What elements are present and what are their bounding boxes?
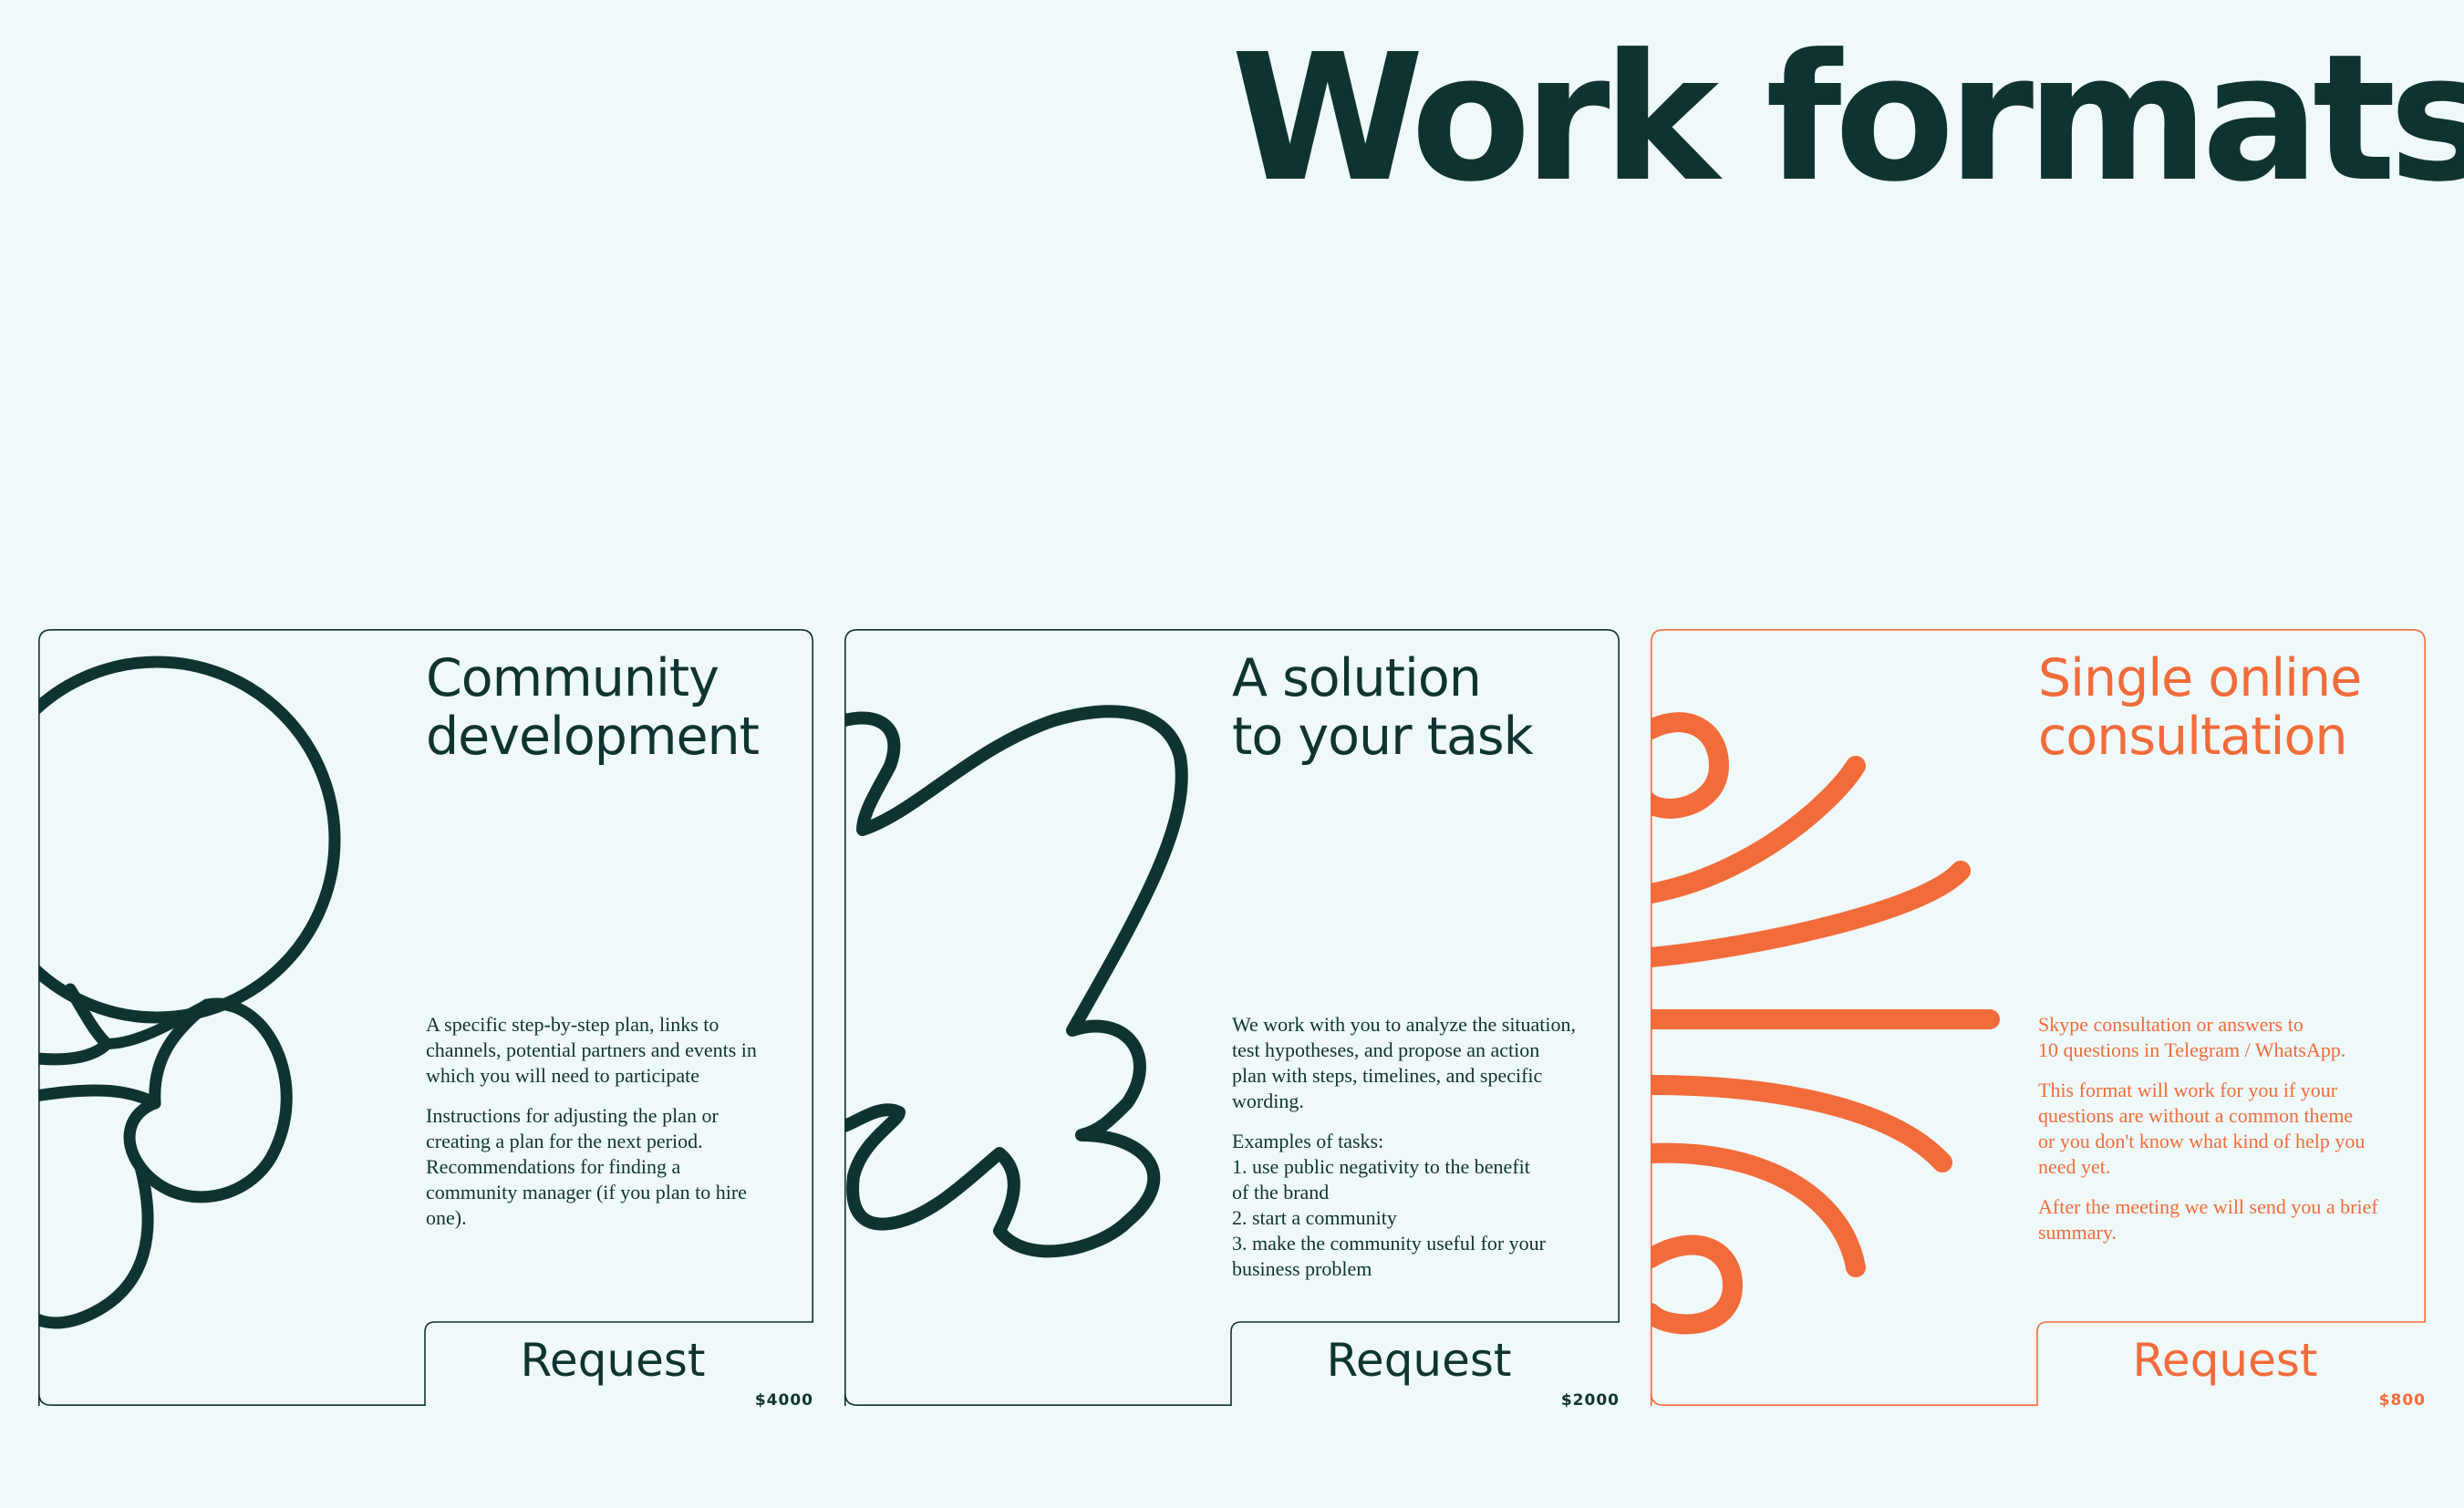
card-title: A solution to your task [1232,648,1534,767]
description-paragraph: A specific step-by-step plan, links to c… [426,1013,757,1087]
format-card-single-consultation: Single online consultation Skype consult… [1651,629,2426,1410]
format-card-community-development: Community development A specific step-by… [38,629,813,1410]
cloud-outline-icon [844,705,1188,1258]
card-title: Single online consultation [2038,648,2362,767]
card-title: Community development [426,648,760,767]
request-button[interactable]: Request [430,1327,795,1395]
card-frame [38,629,813,1406]
request-button[interactable]: Request [1237,1327,1601,1395]
price-label: $800 [2378,1391,2426,1410]
price-label: $2000 [1560,1391,1620,1410]
page-title: Work formats [1231,17,2464,221]
description-paragraph: Instructions for adjusting the plan or c… [426,1104,747,1229]
card-frame [1651,629,2426,1406]
description-paragraph: After the meeting we will send you a bri… [2038,1195,2378,1244]
description-paragraph: This format will work for you if your qu… [2038,1079,2366,1178]
card-frame [844,629,1620,1406]
description-paragraph: We work with you to analyze the situatio… [1232,1013,1577,1112]
description-paragraph: Skype consultation or answers to 10 ques… [2038,1013,2346,1061]
circles-flower-icon [38,656,341,1329]
card-description: We work with you to analyze the situatio… [1232,1012,1601,1296]
request-button[interactable]: Request [2043,1327,2407,1395]
card-description: A specific step-by-step plan, links to c… [426,1012,795,1245]
format-card-solution-to-task: A solution to your task We work with you… [844,629,1620,1410]
price-label: $4000 [754,1391,813,1410]
radiating-lines-icon [1651,712,2000,1335]
card-description: Skype consultation or answers to 10 ques… [2038,1012,2407,1260]
description-paragraph: Examples of tasks: 1. use public negativ… [1232,1130,1546,1280]
